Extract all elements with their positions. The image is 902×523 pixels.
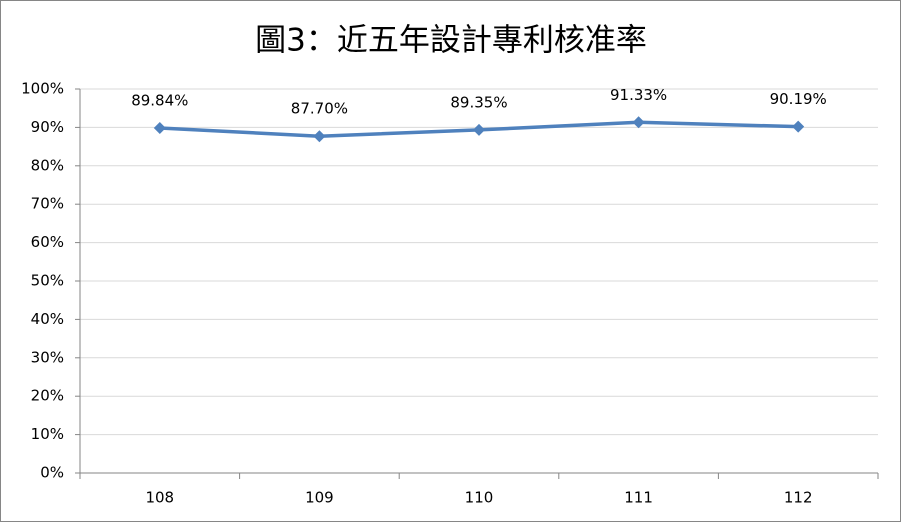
data-label: 89.84% bbox=[131, 92, 188, 110]
y-tick-label: 70% bbox=[31, 195, 64, 213]
y-tick-label: 0% bbox=[40, 464, 64, 482]
data-label: 89.35% bbox=[450, 93, 507, 111]
x-tick-label: 112 bbox=[784, 489, 813, 507]
point-marker bbox=[153, 122, 166, 135]
point-marker bbox=[473, 123, 485, 136]
x-tick-label: 110 bbox=[465, 489, 494, 507]
chart-title: 圖3：近五年設計專利核准率 bbox=[255, 23, 647, 59]
y-tick-label: 30% bbox=[31, 348, 64, 366]
point-marker bbox=[313, 130, 326, 143]
x-tick-label: 108 bbox=[145, 489, 174, 507]
point-marker bbox=[632, 116, 645, 129]
y-tick-label: 50% bbox=[31, 272, 64, 290]
y-tick-label: 80% bbox=[31, 156, 64, 174]
data-label: 90.19% bbox=[770, 90, 827, 108]
data-label: 87.70% bbox=[291, 100, 348, 118]
point-marker bbox=[792, 120, 805, 133]
y-tick-label: 10% bbox=[31, 425, 64, 443]
y-tick-label: 20% bbox=[31, 387, 64, 405]
x-tick-label: 109 bbox=[305, 489, 334, 507]
y-tick-label: 100% bbox=[21, 80, 64, 98]
y-tick-label: 90% bbox=[31, 118, 64, 136]
y-tick-label: 40% bbox=[31, 310, 64, 328]
x-tick-label: 111 bbox=[624, 489, 653, 507]
data-label: 91.33% bbox=[610, 86, 667, 104]
y-tick-label: 60% bbox=[31, 233, 64, 251]
